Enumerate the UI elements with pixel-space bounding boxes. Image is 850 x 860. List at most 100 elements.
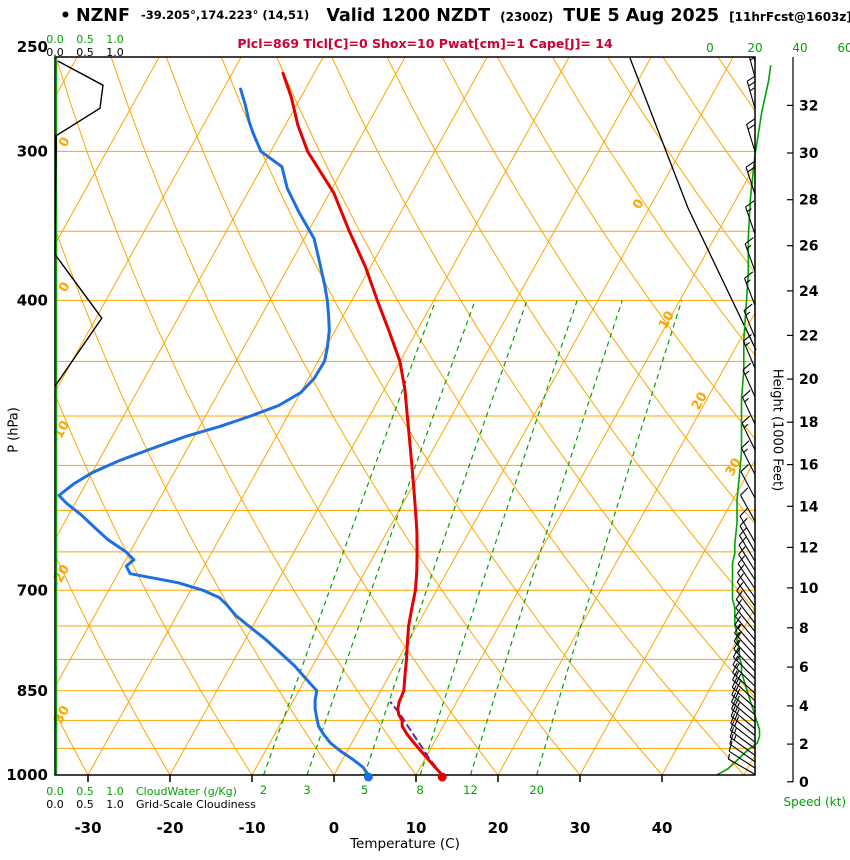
wind-barb-536 [741,415,755,452]
wind-barb-half [736,663,740,669]
wind-barb-856 [732,663,755,695]
pressure-tick-label-850: 850 [17,682,48,700]
wind-barb-full [730,706,736,717]
valid-date: TUE 5 Aug 2025 [563,6,720,26]
wind-barb-staff [739,525,755,553]
wind-barb-562 [741,440,755,476]
isotherm-line--70 [55,57,160,246]
temp-tick-label-10: 10 [406,819,427,837]
wind-barb-staff [743,310,755,340]
cloudiness-profile [54,60,104,387]
wind-barb-952 [729,720,755,750]
mixing-ratio-line-2 [263,300,437,775]
isotherm-label-upperleft-0: 0 [56,135,74,150]
dry-adiabat-line--10 [55,392,253,775]
station-bullet: • [60,6,71,26]
height-tick-label-12: 12 [799,540,818,556]
wind-barb-staff [734,624,755,649]
dewpoint-curve [57,87,370,775]
height-tick-label-30: 30 [799,146,819,162]
speed-tick-label-0: 0 [706,41,714,55]
mixing-ratio-label-12: 12 [463,783,478,797]
wind-barb-full [742,362,752,371]
wind-barb-staff [734,632,755,657]
wind-barb-staff [738,544,755,572]
cloudwater-scale-tick: 1.0 [106,33,124,46]
upper-right-boundary-line [629,57,757,351]
wind-barb-full [741,415,750,424]
wind-barb-1000 [727,753,755,775]
wind-barb-half [737,623,742,629]
temperature-curve [281,71,444,775]
temp-tick-label--30: -30 [74,819,101,837]
wind-barb-full [728,741,733,752]
cloudiness-scale-tick: 1.0 [106,46,124,59]
wind-barb-full [734,695,740,706]
mixing-ratio-lines [263,300,683,775]
height-tick-label-2: 2 [799,737,809,753]
wind-barb-staff [728,750,755,769]
wind-barb-staff [736,581,755,608]
dry-adiabat-line-150 [828,57,850,775]
wind-barb-staff [742,397,755,426]
wind-barb-half [746,244,752,249]
wind-barb-928 [730,706,755,737]
wind-barb-940 [730,713,755,743]
wind-barb-full [739,508,748,517]
isotherm-line-0 [333,57,734,775]
dry-adiabat-line-60 [331,57,755,699]
wind-barb-full [735,599,743,609]
wind-barb-full [729,727,735,738]
wind-barb-full [741,440,750,449]
cloudiness-scale-tick: 0.5 [76,798,94,811]
temp-tick-label-40: 40 [652,819,673,837]
wind-barb-staff [731,694,755,716]
cloudiness-scale-tick: 0.0 [46,798,64,811]
pressure-tick-label-300: 300 [17,142,48,160]
temp-tick-label-0: 0 [329,819,339,837]
wind-barb-full [745,160,755,168]
wind-barb-652 [739,517,755,553]
wind-barb-full [730,692,737,703]
wind-barb-staff [737,563,755,590]
wind-barb-full [735,681,741,691]
mixing-ratio-label-8: 8 [417,783,424,797]
wind-barb-staff [741,447,755,476]
wind-barb-736 [736,581,755,616]
wind-barb-staff [735,607,755,633]
wind-barb-892 [731,685,755,716]
wind-barb-380 [744,237,755,273]
wind-barb-510 [742,389,755,426]
wind-barb-staff [733,656,755,680]
wind-barb-staff [744,243,755,273]
wind-barb-full [735,590,743,600]
cloudwater-axis-label: CloudWater (g/Kg) [136,785,237,798]
wind-barb-484 [742,362,755,399]
wind-barb-full [749,34,758,39]
height-tick-label-6: 6 [799,660,809,676]
isotherm-line--30 [87,57,488,775]
wind-barb-half [737,640,741,646]
wind-barb-760 [735,599,755,633]
wind-barb-844 [732,655,755,687]
wind-barb-904 [730,692,755,723]
wind-barb-staff [734,616,755,641]
mixing-ratio-label-2: 2 [260,783,267,797]
cloudiness-scale-bottom: 0.0 0.5 1.0 Grid-Scale Cloudiness [40,798,256,811]
wind-barb-full [732,647,739,658]
wind-barb-half [727,753,731,760]
wind-barb-615 [740,487,755,523]
wind-barb-staff [743,278,755,308]
cloudwater-scale-tick: 0.0 [46,785,64,798]
surface-temp-dot [437,772,447,782]
wind-barb-784 [734,615,755,649]
wind-barb-full [730,713,736,724]
wind-barb-half [737,632,742,638]
wind-barb-712 [737,564,755,599]
isotherm-line-50 [743,754,755,775]
dry-adiabat-line-100 [552,57,755,357]
cloudiness-scale-tick: 0.0 [46,46,64,59]
dry-adiabat-line--20 [55,553,171,775]
